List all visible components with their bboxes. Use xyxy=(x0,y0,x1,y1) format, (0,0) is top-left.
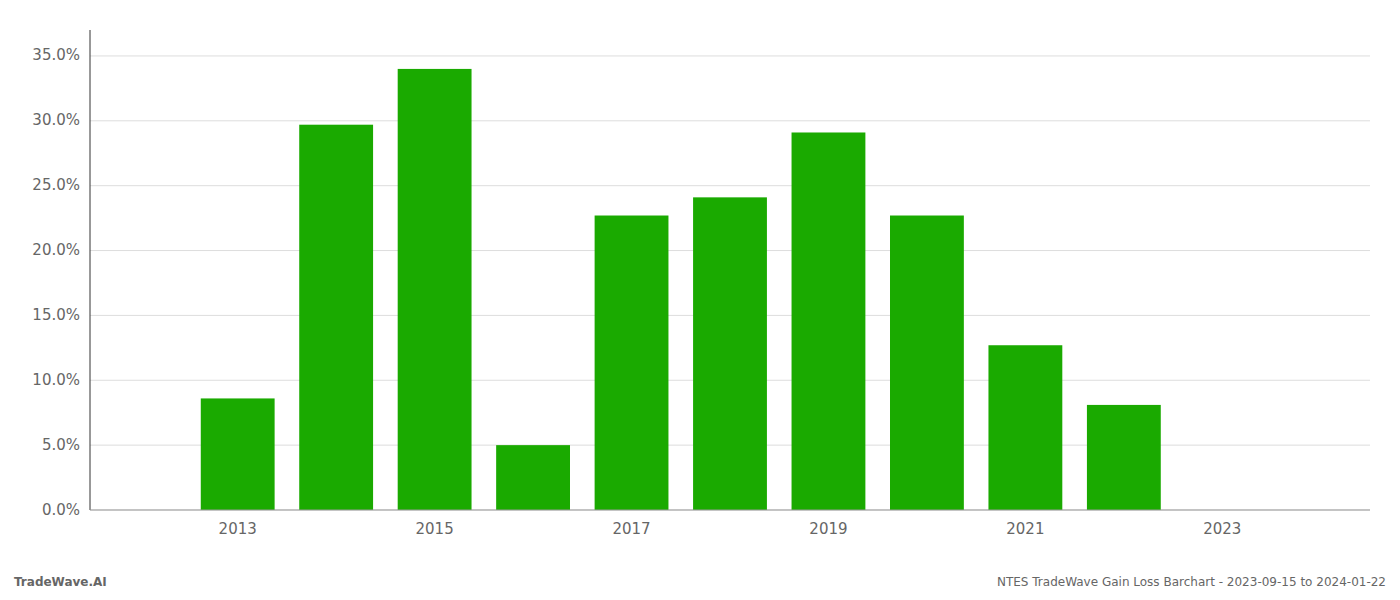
bar xyxy=(201,398,275,510)
x-tick-label: 2021 xyxy=(1006,520,1044,538)
bar xyxy=(398,69,472,510)
bar xyxy=(1087,405,1161,510)
y-tick-labels: 0.0% 5.0% 10.0% 15.0% 20.0% 25.0% 30.0% 35.0% xyxy=(32,46,80,518)
bar xyxy=(595,216,669,510)
grid-line xyxy=(90,55,1370,56)
y-tick-label: 5.0% xyxy=(42,436,80,454)
grid-line xyxy=(90,120,1370,121)
y-tick-label: 35.0% xyxy=(32,46,80,64)
footer-text: TradeWave.AI xyxy=(14,575,107,589)
footer-text: NTES TradeWave Gain Loss Barchart - 2023… xyxy=(997,575,1386,589)
x-tick-labels: 2013 2015 2017 2019 2021 2023 xyxy=(219,520,1242,538)
footer: TradeWave.AI NTES TradeWave Gain Loss Bar… xyxy=(14,575,1386,589)
y-grid xyxy=(90,56,1370,510)
x-tick-label: 2013 xyxy=(219,520,257,538)
bar xyxy=(890,216,964,510)
bar xyxy=(792,132,866,510)
bar xyxy=(496,445,570,510)
grid-line xyxy=(90,510,1370,511)
x-axis-line xyxy=(90,510,1370,511)
bar xyxy=(988,345,1062,510)
x-tick-label: 2015 xyxy=(416,520,454,538)
y-tick-label: 10.0% xyxy=(32,371,80,389)
y-tick-label: 25.0% xyxy=(32,176,80,194)
bar xyxy=(693,197,767,510)
bar xyxy=(299,125,373,510)
x-tick-label: 2023 xyxy=(1203,520,1241,538)
y-axis-line xyxy=(90,30,91,510)
y-tick-label: 15.0% xyxy=(32,306,80,324)
y-tick-label: 20.0% xyxy=(32,241,80,259)
x-tick-label: 2019 xyxy=(809,520,847,538)
grid-line xyxy=(90,185,1370,186)
chart-container: 0.0% 5.0% 10.0% 15.0% 20.0% 25.0% 30.0% 35.0% 20… xyxy=(0,0,1400,600)
y-tick-label: 30.0% xyxy=(32,111,80,129)
x-tick-label: 2017 xyxy=(612,520,650,538)
y-tick-label: 0.0% xyxy=(42,501,80,519)
chart-svg: 0.0% 5.0% 10.0% 15.0% 20.0% 25.0% 30.0% 35.0% 20… xyxy=(0,0,1400,600)
bars xyxy=(201,69,1161,510)
